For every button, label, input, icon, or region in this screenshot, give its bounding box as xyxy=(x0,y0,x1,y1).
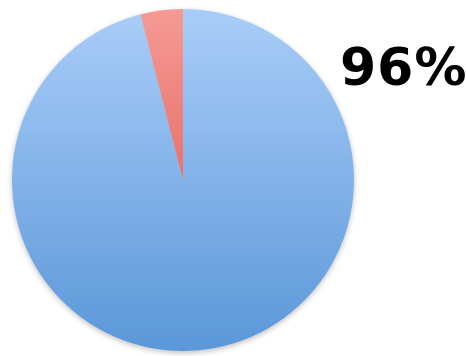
pie-slice-main xyxy=(11,9,354,351)
percentage-label: 96% xyxy=(340,38,466,98)
pie-slice-accent xyxy=(140,9,183,180)
